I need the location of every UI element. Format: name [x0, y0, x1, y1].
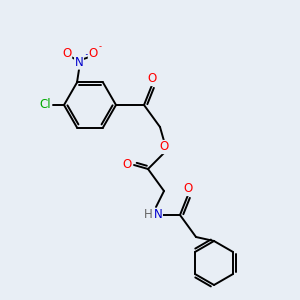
- Text: +: +: [84, 50, 91, 59]
- Text: O: O: [88, 47, 98, 60]
- Text: N: N: [154, 208, 162, 221]
- Text: N: N: [75, 56, 83, 69]
- Text: O: O: [147, 73, 157, 85]
- Text: -: -: [99, 43, 102, 52]
- Text: H: H: [144, 208, 152, 221]
- Text: Cl: Cl: [39, 98, 51, 112]
- Text: O: O: [159, 140, 169, 154]
- Text: O: O: [183, 182, 193, 196]
- Text: O: O: [62, 47, 72, 60]
- Text: O: O: [122, 158, 132, 172]
